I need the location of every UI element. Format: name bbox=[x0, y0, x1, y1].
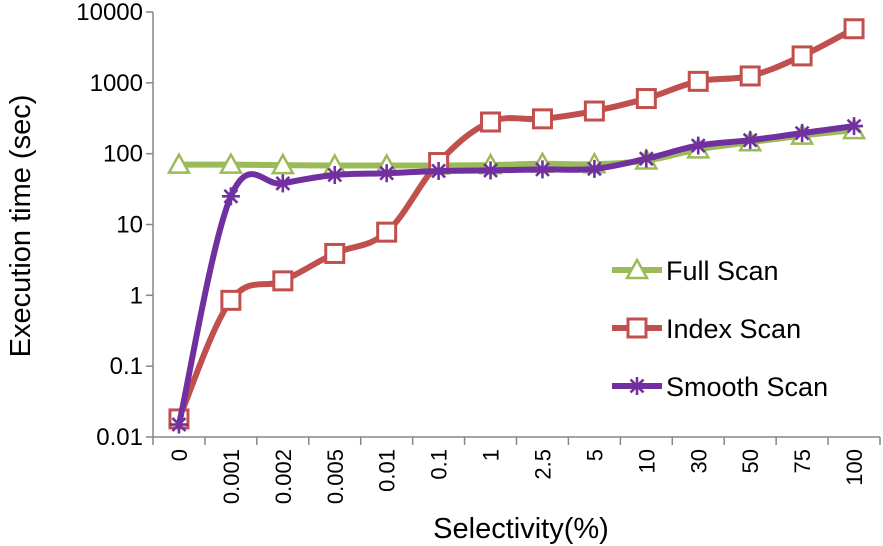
point-full-scan bbox=[270, 152, 295, 175]
series-smooth-scan bbox=[169, 117, 864, 434]
x-tick-label: 75 bbox=[790, 449, 815, 473]
series-full-scan bbox=[166, 117, 867, 175]
legend-marker bbox=[628, 377, 646, 395]
x-axis-tick-labels: 0 0.001 0.002 0.005 0.01 0.1 1 2.5 5 10 30 50 75 100 bbox=[167, 449, 867, 504]
point-smooth-scan bbox=[741, 131, 760, 150]
point-smooth-scan bbox=[637, 149, 656, 168]
legend-marker bbox=[624, 257, 650, 280]
x-tick-label: 0.005 bbox=[323, 449, 348, 504]
axes bbox=[146, 11, 881, 445]
x-tick-label: 0.001 bbox=[219, 449, 244, 504]
point-smooth-scan bbox=[429, 161, 448, 180]
x-tick-label: 1 bbox=[479, 449, 504, 461]
legend-item-full-scan: Full Scan bbox=[612, 256, 779, 286]
point-smooth-scan bbox=[169, 415, 188, 434]
point-index-scan bbox=[791, 45, 813, 67]
point-smooth-scan bbox=[273, 174, 292, 193]
series-line-index-scan bbox=[175, 25, 858, 422]
x-tick-label: 2.5 bbox=[530, 449, 555, 480]
legend: Full Scan Index Scan Smooth Scan bbox=[612, 256, 828, 402]
point-smooth-scan bbox=[325, 165, 344, 184]
point-smooth-scan bbox=[533, 160, 552, 179]
x-tick-label: 30 bbox=[686, 449, 711, 473]
y-tick-label: 0.01 bbox=[96, 424, 143, 451]
legend-marker bbox=[626, 317, 648, 339]
y-tick-label: 100 bbox=[103, 141, 143, 168]
point-index-scan bbox=[739, 65, 761, 87]
y-tick-label: 10 bbox=[116, 212, 143, 239]
point-index-scan bbox=[687, 70, 709, 92]
x-tick-label: 10 bbox=[634, 449, 659, 473]
y-axis-label: Execution time (sec) bbox=[5, 95, 37, 358]
point-index-scan bbox=[376, 221, 398, 243]
y-tick-label: 1 bbox=[130, 282, 143, 309]
y-axis-tick-labels: 0.01 0.1 1 10 100 1000 10000 bbox=[76, 0, 143, 451]
x-tick-label: 0.1 bbox=[427, 449, 452, 480]
legend-label: Index Scan bbox=[666, 314, 801, 344]
point-index-scan bbox=[324, 242, 346, 264]
legend-item-index-scan: Index Scan bbox=[612, 314, 801, 344]
point-smooth-scan bbox=[689, 136, 708, 155]
legend-label: Smooth Scan bbox=[666, 372, 828, 402]
point-smooth-scan bbox=[481, 161, 500, 180]
point-index-scan bbox=[272, 270, 294, 292]
point-smooth-scan bbox=[585, 159, 604, 178]
x-tick-label: 0.002 bbox=[271, 449, 296, 504]
series-group bbox=[166, 18, 867, 434]
point-full-scan bbox=[166, 152, 192, 174]
y-tick-label: 10000 bbox=[76, 0, 143, 26]
point-smooth-scan bbox=[221, 187, 240, 206]
x-tick-label: 5 bbox=[582, 449, 607, 461]
series-index-scan bbox=[168, 18, 865, 430]
point-smooth-scan bbox=[377, 164, 396, 183]
point-index-scan bbox=[843, 18, 865, 40]
point-full-scan bbox=[218, 152, 244, 174]
y-tick-label: 0.1 bbox=[110, 353, 143, 380]
point-index-scan bbox=[480, 111, 502, 133]
point-index-scan bbox=[220, 289, 242, 311]
point-smooth-scan bbox=[793, 124, 812, 143]
x-tick-label: 0.01 bbox=[375, 449, 400, 492]
point-index-scan bbox=[635, 88, 657, 110]
x-tick-label: 100 bbox=[842, 449, 867, 486]
x-tick-label: 50 bbox=[738, 449, 763, 473]
point-index-scan bbox=[583, 100, 605, 122]
x-axis-label: Selectivity(%) bbox=[433, 513, 609, 545]
point-index-scan bbox=[531, 108, 553, 130]
legend-label: Full Scan bbox=[666, 256, 779, 286]
point-smooth-scan bbox=[845, 117, 864, 136]
x-tick-label: 0 bbox=[167, 449, 192, 461]
legend-item-smooth-scan: Smooth Scan bbox=[612, 372, 828, 402]
y-tick-label: 1000 bbox=[90, 70, 143, 97]
